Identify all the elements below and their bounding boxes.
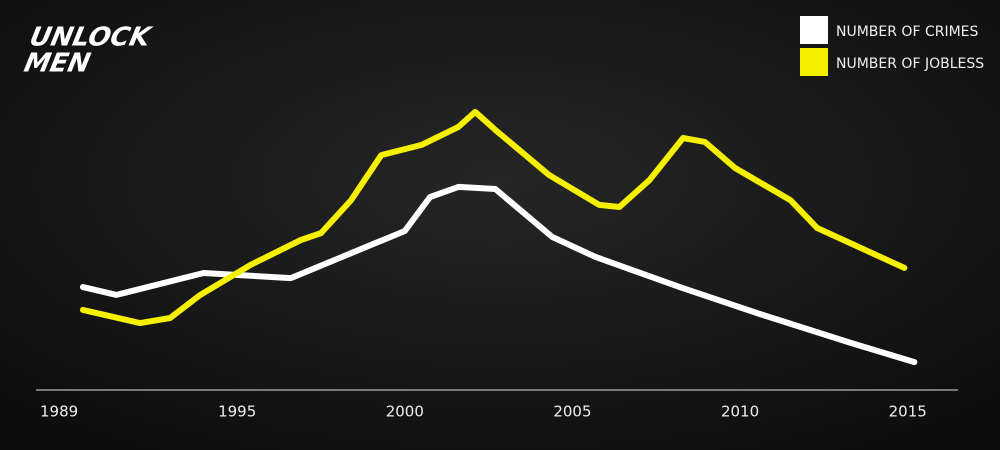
logo: UNLOCK MEN [21, 23, 154, 79]
x-tick-label: 2015 [889, 403, 927, 421]
data-line [79, 183, 918, 366]
data-line [79, 108, 908, 327]
x-tick-label: 1989 [40, 403, 78, 421]
logo-line: MEN [21, 49, 93, 79]
legend-label: NUMBER OF CRIMES [836, 24, 979, 40]
x-tick-label: 2005 [553, 403, 591, 421]
x-tick-label: 2010 [721, 403, 759, 421]
legend-label: NUMBER OF JOBLESS [836, 56, 984, 72]
x-tick-label: 1995 [218, 403, 256, 421]
legend-swatch [800, 48, 828, 76]
logo-line: UNLOCK [27, 23, 155, 53]
x-tick-label: 2000 [386, 403, 424, 421]
legend-swatch [800, 16, 828, 44]
